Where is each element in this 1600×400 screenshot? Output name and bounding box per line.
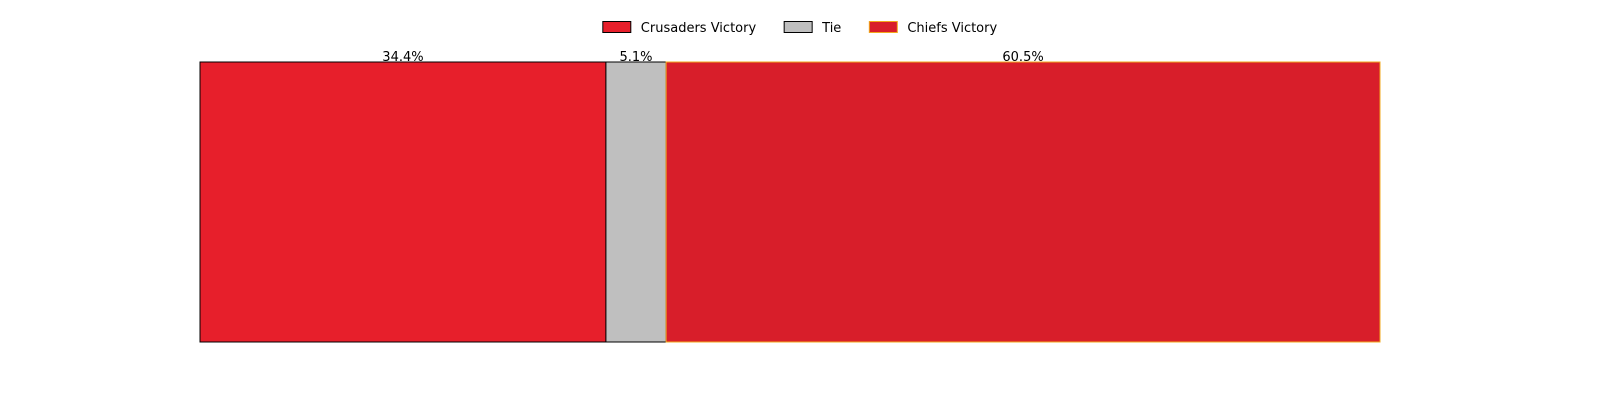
legend-item-tie: Tie	[783, 21, 841, 36]
bar-segment-tie	[605, 61, 667, 343]
bar-segment-crusaders-victory	[199, 61, 607, 343]
bar-label-chiefs-victory: 60.5%	[1002, 50, 1043, 65]
legend-label-crusaders-victory: Crusaders Victory	[641, 21, 757, 36]
legend-label-tie: Tie	[821, 21, 841, 36]
legend-item-crusaders-victory: Crusaders Victory	[602, 21, 757, 36]
stacked-bar	[199, 61, 1381, 343]
legend-label-chiefs-victory: Chiefs Victory	[907, 21, 997, 36]
bar-segment-chiefs-victory	[665, 61, 1381, 343]
bar-label-tie: 5.1%	[619, 50, 652, 65]
legend-swatch-tie	[783, 21, 813, 33]
bar-label-crusaders-victory: 34.4%	[382, 50, 423, 65]
bar-labels: 34.4% 5.1% 60.5%	[382, 50, 1043, 65]
legend-swatch-chiefs-victory	[868, 21, 898, 33]
legend-swatch-crusaders-victory	[602, 21, 632, 33]
legend: Crusaders Victory Tie Chiefs Victory	[602, 21, 997, 36]
legend-item-chiefs-victory: Chiefs Victory	[868, 21, 997, 36]
